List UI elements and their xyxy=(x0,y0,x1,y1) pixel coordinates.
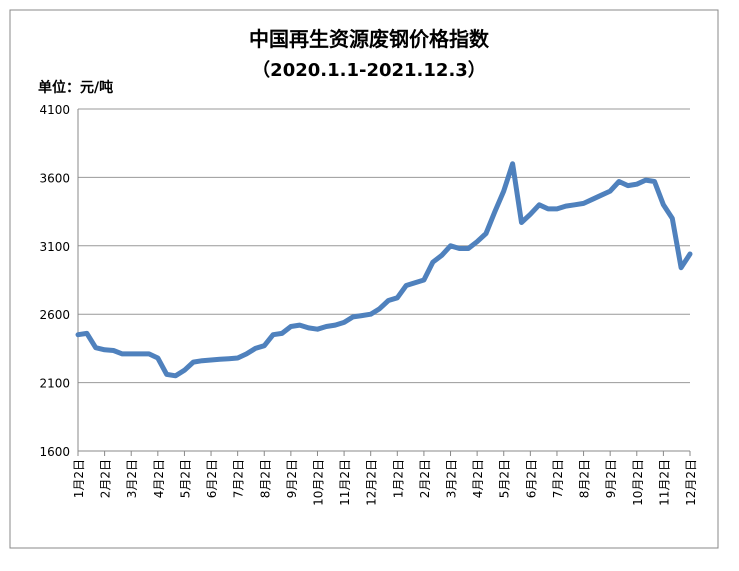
y-tick-label: 2100 xyxy=(39,377,70,391)
y-tick-label: 3600 xyxy=(39,171,70,185)
x-tick-label: 8月2日 xyxy=(258,459,272,498)
x-tick-label: 4月2日 xyxy=(152,459,166,498)
x-tick-label: 11月2日 xyxy=(338,459,352,506)
y-unit: 单位：元/吨 xyxy=(38,79,113,96)
x-tick-label: 7月2日 xyxy=(551,459,565,498)
x-tick-label: 12月2日 xyxy=(365,459,379,506)
x-tick-label: 8月2日 xyxy=(578,459,592,498)
y-tick-label: 2600 xyxy=(39,308,70,322)
chart-frame xyxy=(9,9,719,549)
x-tick-label: 9月2日 xyxy=(285,459,299,498)
x-tick-label: 3月2日 xyxy=(445,459,459,498)
x-tick-label: 6月2日 xyxy=(205,459,219,498)
x-tick-label: 9月2日 xyxy=(604,459,618,498)
data-line xyxy=(75,161,693,379)
x-tick-label: 11月2日 xyxy=(657,459,671,506)
chart-subtitle: （2020.1.1-2021.12.3） xyxy=(252,60,486,81)
x-tick-label: 1月2日 xyxy=(391,459,405,498)
x-tick-label: 12月2日 xyxy=(684,459,698,506)
x-tick-label: 3月2日 xyxy=(125,459,139,498)
x-tick-label: 1月2日 xyxy=(72,459,86,498)
y-tick-label: 4100 xyxy=(39,103,70,117)
x-tick-label: 2月2日 xyxy=(418,459,432,498)
chart-title: 中国再生资源废钢价格指数 xyxy=(249,27,490,51)
y-tick-label: 1600 xyxy=(39,445,70,459)
x-tick-label: 6月2日 xyxy=(524,459,538,498)
x-tick-label: 2月2日 xyxy=(99,459,113,498)
x-tick-label: 5月2日 xyxy=(498,459,512,498)
x-tick-label: 5月2日 xyxy=(178,459,192,498)
x-tick-label: 10月2日 xyxy=(311,459,325,506)
y-tick-label: 3100 xyxy=(39,240,70,254)
x-tick-label: 4月2日 xyxy=(471,459,485,498)
x-tick-label: 7月2日 xyxy=(232,459,246,498)
x-tick-label: 10月2日 xyxy=(631,459,645,506)
